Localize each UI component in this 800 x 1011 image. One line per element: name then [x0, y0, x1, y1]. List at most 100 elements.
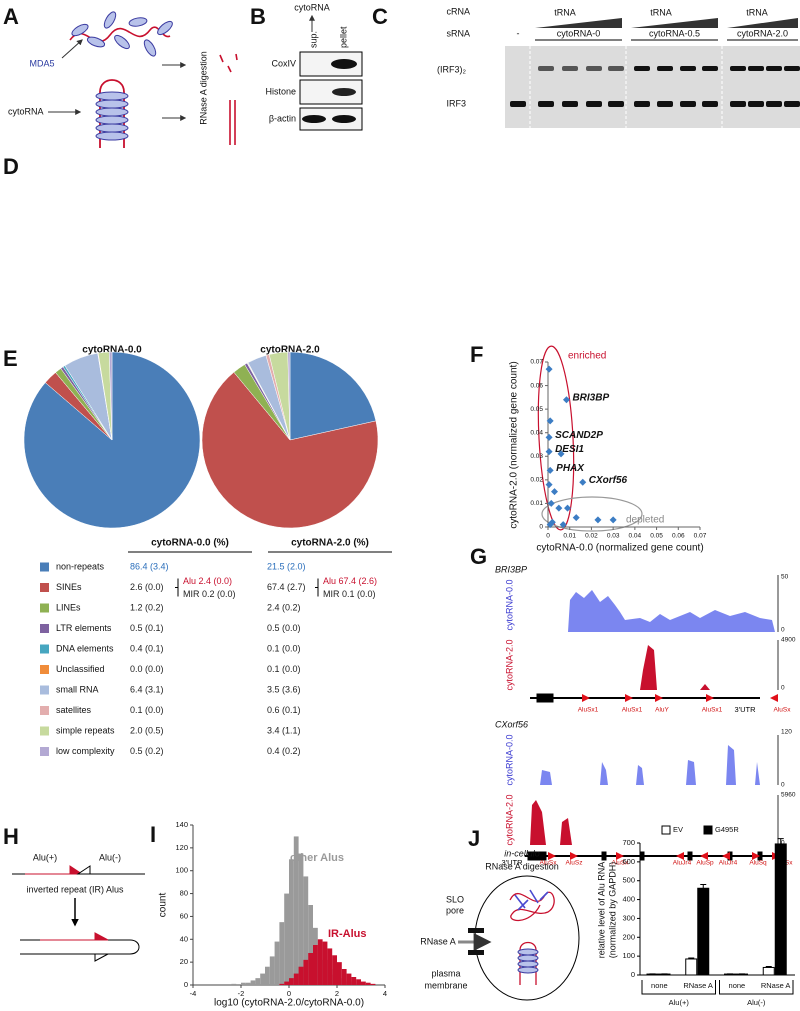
group-bracket	[719, 980, 794, 995]
dimer-band	[784, 66, 800, 71]
panel-letter: E	[3, 346, 18, 371]
legend-label: Unclassified	[56, 664, 105, 674]
mda5-diagram	[235, 53, 238, 61]
lane-label: pellet	[338, 26, 348, 48]
hist-bar	[250, 980, 256, 985]
genome-tracks	[752, 852, 760, 860]
legend-label: DNA elements	[56, 643, 114, 653]
y-tick-label: 0.01	[530, 500, 543, 507]
point	[562, 396, 570, 404]
hist-bar	[284, 981, 289, 985]
mda5-diagram	[61, 39, 83, 59]
sine-sublabel: MIR 0.1 (0.0)	[323, 589, 376, 599]
band-label: (IRF3)₂	[437, 64, 466, 74]
membrane-label: plasma	[431, 968, 460, 978]
treatment-label: RNase A digestion	[485, 861, 559, 871]
blot-label: β-actin	[269, 113, 296, 123]
hist-bar	[289, 978, 294, 985]
hist-bar	[231, 983, 237, 985]
table-value: 67.4 (2.7)	[267, 582, 306, 592]
hist-bar	[327, 948, 333, 985]
monomer-band	[702, 101, 718, 107]
hist-bar	[245, 982, 251, 985]
genome-tracks: BRI3BP cytoRNA-0.0 50 0 cytoRNA-2.0 4900 0 AluS…	[495, 564, 796, 867]
feature-label: AluSx	[612, 860, 630, 867]
ir-alu-diagram	[40, 932, 109, 941]
group-label: cytoRNA-0	[557, 28, 601, 38]
y-tick-label: 500	[622, 876, 635, 885]
ir-alu-diagram	[76, 865, 135, 875]
hist-bar	[346, 973, 352, 985]
genome-tracks	[706, 694, 714, 702]
point	[555, 504, 563, 512]
feature-label: AluSp	[696, 860, 714, 867]
feature-label: AluSx	[540, 860, 558, 867]
hist-bar	[341, 969, 347, 985]
western-blot: cytoRNA sup. pellet CoxIV Histone β-acti…	[265, 2, 363, 131]
legend-label: LTR elements	[56, 623, 112, 633]
table-value: 0.1 (0.0)	[130, 705, 164, 715]
y-tick-label: 40	[180, 934, 188, 943]
group-label: Alu(-)	[747, 998, 766, 1007]
panel-letter: A	[3, 4, 19, 29]
feature-label: AluSx1	[702, 707, 723, 714]
y-tick-label: 0.07	[530, 359, 543, 366]
feature-label: AluJr4	[673, 860, 692, 867]
genome-tracks	[639, 851, 645, 861]
table-value: 86.4 (3.4)	[130, 561, 169, 571]
gene-name: BRI3BP	[495, 564, 527, 574]
legend-swatch	[703, 825, 713, 835]
monomer-band	[748, 101, 764, 107]
panel-letter: C	[372, 4, 388, 29]
track-scale: 0	[781, 782, 785, 789]
sine-sublabel: Alu 67.4 (2.6)	[323, 576, 377, 586]
pie-slice	[201, 371, 379, 529]
x-tick-label: 0	[546, 533, 550, 540]
hist-bar	[370, 983, 376, 985]
legend-swatch	[661, 825, 671, 835]
legend-label: low complexity	[56, 746, 115, 756]
track-label: cytoRNA-2.0	[504, 639, 514, 690]
mda5-diagram	[95, 107, 129, 117]
group-label: cytoRNA-2.0	[737, 28, 788, 38]
sine-bracket	[175, 578, 179, 597]
x-axis-label: cytoRNA-0.0 (normalized gene count)	[536, 543, 703, 554]
trna-label: tRNA	[650, 7, 672, 17]
trna-label: tRNA	[554, 7, 576, 17]
x-tick-label: 0.05	[650, 533, 663, 540]
track-scale: 50	[781, 574, 789, 581]
table-value: 0.1 (0.0)	[267, 664, 301, 674]
legend-label: small RNA	[56, 684, 99, 694]
x-tick-label: 0.07	[694, 533, 707, 540]
legend-swatch	[40, 562, 49, 572]
native-gel	[505, 46, 800, 128]
feature-label: AluSx	[774, 707, 792, 714]
x-tick-label: RNase A	[683, 981, 713, 990]
y-tick-label: 0	[184, 980, 188, 989]
in-cellulo-diagram	[514, 889, 549, 911]
ir-alu-diagram	[20, 939, 140, 955]
strand-label: Alu(+)	[33, 852, 57, 862]
western-blot	[332, 115, 356, 123]
track-scale: 0	[781, 840, 785, 847]
table-header: cytoRNA-0.0 (%)	[151, 538, 229, 549]
point-label: BRI3BP	[572, 392, 609, 403]
in-cellulo-diagram	[517, 948, 539, 956]
feature-label: 3'UTR	[734, 705, 756, 714]
ir-alu-diagram: Alu(+) Alu(-) inverted repeat (IR) Alus	[12, 852, 145, 962]
feature-label: AluSz	[566, 860, 583, 867]
hist-bar	[260, 973, 265, 985]
gene-scatter	[541, 496, 643, 532]
series-label: other Alus	[290, 852, 344, 864]
feature-label: 3'UTR	[501, 858, 523, 867]
y-tick-label: 120	[175, 843, 188, 852]
legend-label: simple repeats	[56, 725, 115, 735]
genome-tracks	[676, 852, 684, 860]
legend-swatch	[40, 644, 49, 654]
pore-label: SLO	[446, 894, 464, 904]
bar	[762, 966, 775, 976]
legend-swatch	[40, 706, 49, 715]
legend-swatch	[40, 747, 49, 756]
x-tick-label: 0.01	[563, 533, 576, 540]
